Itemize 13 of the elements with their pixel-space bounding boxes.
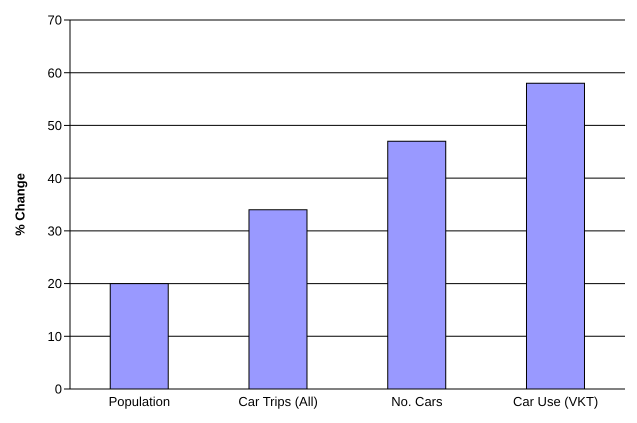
x-tick-label: No. Cars [391,394,444,410]
y-tick-label: 0 [54,382,62,397]
y-tick-label: 70 [48,12,62,28]
y-tick-label: 20 [48,276,62,292]
x-tick-label: Population [108,394,170,410]
y-axis-title: % Change [12,173,28,236]
y-tick-label: 10 [48,328,62,344]
y-tick-label: 30 [48,223,62,238]
x-tick-label: Car Trips (All) [238,394,318,410]
y-tick-label: 50 [48,118,62,134]
y-tick-label: 60 [48,65,62,80]
y-tick-label: 40 [48,170,62,186]
x-tick-label: Car Use (VKT) [513,394,598,410]
